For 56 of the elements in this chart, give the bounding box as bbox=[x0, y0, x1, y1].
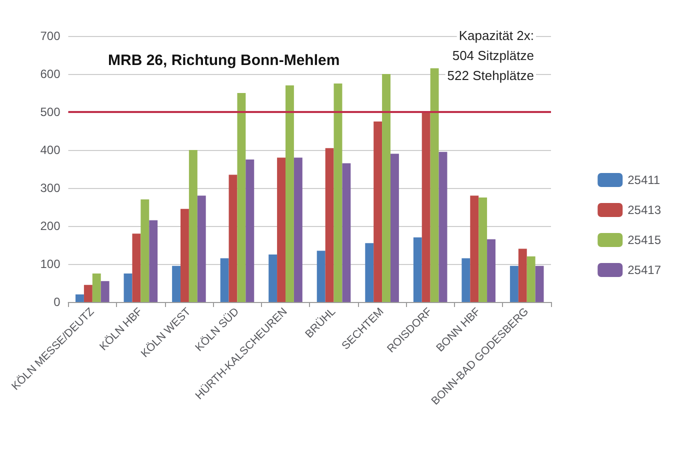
bar bbox=[124, 274, 132, 302]
bar bbox=[365, 243, 374, 302]
bar bbox=[188, 150, 198, 302]
y-tick-label: 100 bbox=[40, 257, 61, 271]
bar bbox=[172, 266, 181, 302]
bar bbox=[535, 266, 544, 302]
bar bbox=[228, 174, 238, 302]
bar bbox=[487, 239, 496, 302]
bar bbox=[325, 148, 334, 302]
bar bbox=[149, 220, 158, 302]
bar bbox=[220, 258, 229, 302]
bar bbox=[422, 112, 430, 302]
bar bbox=[382, 74, 390, 302]
bar bbox=[246, 160, 254, 302]
bar bbox=[132, 234, 141, 302]
bar bbox=[478, 198, 488, 302]
bar bbox=[197, 196, 206, 302]
bar bbox=[518, 248, 527, 302]
bar bbox=[342, 163, 351, 302]
legend-label: 25417 bbox=[628, 263, 662, 277]
bar bbox=[430, 68, 439, 302]
annotation: 504 Sitzplätze bbox=[452, 48, 534, 63]
bar bbox=[100, 281, 110, 302]
bar bbox=[277, 158, 286, 302]
bar bbox=[84, 284, 92, 302]
bar bbox=[286, 85, 294, 302]
bar bbox=[462, 258, 470, 302]
bar bbox=[316, 250, 326, 302]
bar bbox=[390, 154, 399, 302]
bar bbox=[237, 93, 246, 302]
bar bbox=[510, 266, 518, 302]
y-tick-label: 0 bbox=[54, 295, 61, 309]
bar bbox=[140, 199, 150, 302]
bar bbox=[470, 196, 479, 302]
y-tick-label: 200 bbox=[40, 219, 61, 233]
bar bbox=[294, 158, 302, 302]
bar bbox=[268, 254, 278, 302]
y-tick-label: 600 bbox=[40, 67, 61, 81]
y-tick-label: 300 bbox=[40, 181, 61, 195]
bar bbox=[438, 152, 448, 302]
legend-label: 25413 bbox=[628, 203, 662, 217]
legend-label: 25411 bbox=[628, 173, 660, 187]
bar bbox=[92, 274, 101, 302]
y-tick-label: 400 bbox=[40, 143, 61, 157]
annotation: 522 Stehplätze bbox=[447, 68, 534, 83]
bar bbox=[374, 122, 382, 302]
legend-label: 25415 bbox=[628, 233, 662, 247]
bar bbox=[180, 208, 189, 302]
y-tick-label: 500 bbox=[40, 105, 61, 119]
annotation: Kapazität 2x: bbox=[458, 28, 534, 43]
bar bbox=[334, 84, 342, 302]
y-tick-label: 700 bbox=[40, 29, 61, 43]
bar bbox=[526, 256, 536, 302]
bar bbox=[413, 237, 422, 302]
bar bbox=[76, 294, 84, 302]
text: MRB 26, Richtung Bonn-Mehlem bbox=[108, 52, 340, 69]
